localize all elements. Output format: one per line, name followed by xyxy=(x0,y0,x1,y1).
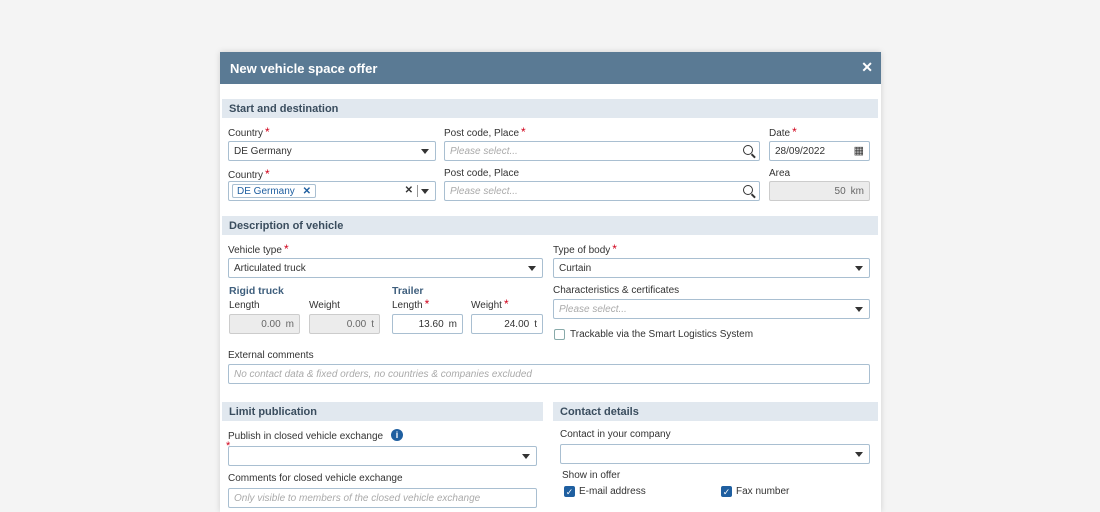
chevron-down-icon xyxy=(855,266,863,271)
dialog-title: New vehicle space offer xyxy=(230,61,378,76)
show-in-offer-label: Show in offer xyxy=(562,470,621,481)
body-type-select[interactable]: Curtain xyxy=(553,258,870,278)
section-start-destination: Start and destination xyxy=(222,99,878,118)
area-input: 50 km xyxy=(769,181,870,201)
chevron-down-icon xyxy=(855,307,863,312)
publish-closed-select[interactable] xyxy=(228,446,537,466)
area-label: Area xyxy=(769,168,791,179)
vehicle-type-label: Vehicle type * xyxy=(228,242,289,256)
close-icon[interactable]: ✕ xyxy=(861,59,873,75)
section-contact-details: Contact details xyxy=(553,402,878,421)
fax-label: Fax number xyxy=(736,486,790,497)
post-dest-label: Post code, Place xyxy=(444,168,520,179)
trailer-weight-label: Weight * xyxy=(471,297,509,311)
fax-checkbox[interactable]: ✓ xyxy=(721,486,732,497)
external-comments-label: External comments xyxy=(228,350,314,361)
chevron-down-icon[interactable] xyxy=(421,189,429,194)
closed-comments-label: Comments for closed vehicle exchange xyxy=(228,473,403,484)
search-icon xyxy=(743,185,753,195)
vehicle-type-select[interactable]: Articulated truck xyxy=(228,258,543,278)
contact-label: Contact in your company xyxy=(560,429,671,440)
post-dest-input[interactable]: Please select... xyxy=(444,181,760,201)
rigid-truck-heading: Rigid truck xyxy=(229,285,284,297)
section-limit-publication: Limit publication xyxy=(222,402,543,421)
post-start-input[interactable]: Please select... xyxy=(444,141,760,161)
contact-select[interactable] xyxy=(560,444,870,464)
characteristics-label: Characteristics & certificates xyxy=(553,285,680,296)
clear-icon[interactable]: ✕ xyxy=(404,185,413,196)
rigid-length-input: 0.00 m xyxy=(229,314,300,334)
email-label: E-mail address xyxy=(579,486,646,497)
characteristics-select[interactable]: Please select... xyxy=(553,299,870,319)
search-icon xyxy=(743,145,753,155)
body-type-label: Type of body * xyxy=(553,242,617,256)
trailer-length-label: Length * xyxy=(392,297,430,311)
country-start-label: Country * xyxy=(228,125,270,139)
country-dest-select[interactable]: DE Germany ✕ ✕ xyxy=(228,181,436,201)
date-input[interactable]: 28/09/2022 ▦ xyxy=(769,141,870,161)
trackable-label: Trackable via the Smart Logistics System xyxy=(570,329,754,340)
trackable-checkbox[interactable] xyxy=(554,329,565,340)
trailer-weight-input[interactable]: 24.00 t xyxy=(471,314,543,334)
country-tag: DE Germany ✕ xyxy=(232,184,316,198)
chevron-down-icon xyxy=(855,452,863,457)
dialog-header: New vehicle space offer ✕ xyxy=(220,52,881,84)
rigid-weight-input: 0.00 t xyxy=(309,314,380,334)
publish-closed-label: Publish in closed vehicle exchange i xyxy=(228,429,403,442)
trailer-length-input[interactable]: 13.60 m xyxy=(392,314,463,334)
closed-comments-input[interactable]: Only visible to members of the closed ve… xyxy=(228,488,537,508)
email-checkbox[interactable]: ✓ xyxy=(564,486,575,497)
info-icon[interactable]: i xyxy=(391,429,403,441)
divider xyxy=(417,185,418,197)
chevron-down-icon xyxy=(528,266,536,271)
calendar-icon[interactable]: ▦ xyxy=(853,145,864,157)
rigid-length-label: Length xyxy=(229,300,260,311)
date-label: Date * xyxy=(769,125,797,139)
chevron-down-icon xyxy=(522,454,530,459)
country-dest-label: Country * xyxy=(228,167,270,181)
section-vehicle: Description of vehicle xyxy=(222,216,878,235)
country-start-select[interactable]: DE Germany xyxy=(228,141,436,161)
rigid-weight-label: Weight xyxy=(309,300,340,311)
chevron-down-icon xyxy=(421,149,429,154)
external-comments-input[interactable]: No contact data & fixed orders, no count… xyxy=(228,364,870,384)
new-vehicle-space-offer-dialog: New vehicle space offer ✕ xyxy=(220,52,881,512)
remove-tag-icon[interactable]: ✕ xyxy=(302,186,311,197)
post-start-label: Post code, Place * xyxy=(444,125,526,139)
trailer-heading: Trailer xyxy=(392,285,424,297)
